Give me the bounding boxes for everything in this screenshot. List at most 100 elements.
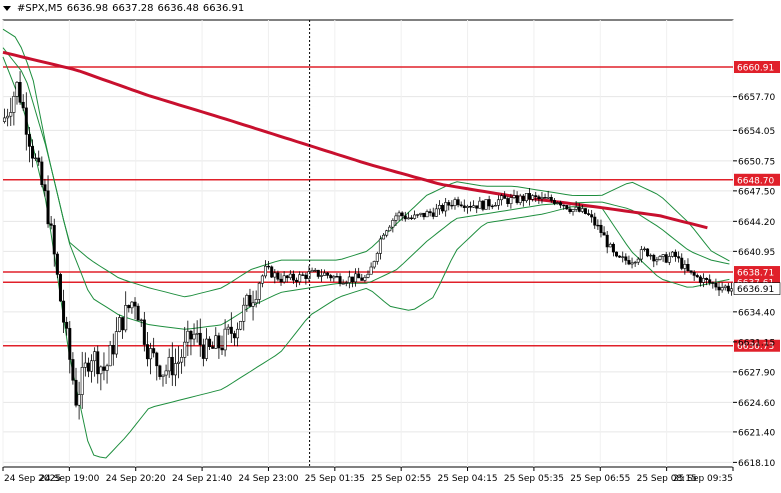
candle-body [705,277,709,280]
dropdown-triangle-icon[interactable] [3,6,11,11]
candle-body [3,117,7,122]
candle-body [130,301,134,309]
candle-body [419,212,423,215]
candle-body [198,332,202,346]
symbol-label: #SPX,M5 [17,3,63,14]
candle-body [428,211,432,214]
x-tick-label: 25 Sep 09:35 [673,474,733,484]
candle-body [496,199,500,206]
candle-body [248,295,252,307]
bollinger-upper-line [2,28,730,298]
level-label: 6660.91 [737,64,774,74]
bollinger-middle-line [2,47,730,330]
candle-body [31,146,35,159]
candle-body [347,276,351,283]
moving-average-line [2,50,708,230]
candle-body [354,273,358,283]
candle-body [434,208,438,217]
candle-body [180,357,184,363]
x-tick-label: 25 Sep 05:35 [504,474,564,484]
price-label-box [733,282,781,295]
candle-body [577,206,581,212]
candle-body [444,202,448,212]
candle-body [71,359,75,381]
candle-body [605,234,609,248]
candle-body [201,344,205,359]
x-tick-label: 25 Sep 06:55 [570,474,630,484]
candle-body [689,270,693,273]
candle-body [512,195,516,198]
candle-body [658,256,662,260]
candle-body [621,256,625,258]
bollinger-lower-line [2,56,730,459]
candle-body [49,223,53,226]
candle-body [441,205,445,212]
candle-body [481,200,485,210]
candle-body [521,195,525,202]
candle-body [630,262,634,265]
candle-body [77,394,81,406]
candle-body [93,351,97,362]
candle-body [413,214,417,219]
level-label: 6638.71 [737,269,774,279]
candle-body [326,272,330,276]
y-tick-label: 6621.40 [738,428,775,438]
candle-body [590,214,594,218]
y-tick-label: 6640.95 [738,248,775,258]
candle-body [301,274,305,276]
candle-body [90,360,94,372]
candle-body [282,275,286,283]
candle-body [316,269,320,277]
candle-body [111,345,115,355]
candle-body [559,202,563,206]
low-value: 6636.48 [157,3,199,14]
x-tick-label: 25 Sep 04:15 [438,474,498,484]
candle-body [646,248,650,257]
candle-body [298,274,302,283]
candle-body [21,101,25,109]
candle-body [279,278,283,283]
x-tick-label: 25 Sep 01:35 [305,474,365,484]
candle-body [642,248,646,251]
chart-header: #SPX,M5 6636.98 6637.28 6636.48 6636.91 [3,3,244,14]
candle-body [378,238,382,254]
candle-body [723,285,727,288]
level-label-box [734,61,780,74]
candle-body [142,319,146,345]
y-tick-label: 6654.05 [738,127,775,137]
candle-body [183,341,187,358]
candle-body [425,211,429,218]
candle-body [43,184,47,192]
candle-body [232,333,236,339]
candle-body [245,295,249,306]
level-label-box [734,173,780,186]
candle-body [6,115,10,119]
candle-body [121,317,125,331]
candle-body [506,198,510,204]
candle-body [307,271,311,279]
candle-body [453,199,457,206]
candle-body [447,202,451,206]
candle-body [65,321,69,329]
candle-body [335,276,339,278]
candle-body [27,134,31,147]
candle-body [674,251,678,257]
candle-body [276,272,280,280]
candle-body [459,204,463,207]
candle-body [633,261,637,264]
candle-body [15,81,19,97]
x-tick-label: 25 Sep 08:15 [637,474,697,484]
candle-body [695,275,699,278]
x-tick-label: 24 Sep 21:40 [172,474,232,484]
candle-body [493,205,497,207]
candle-body [708,279,712,283]
candle-body [546,197,550,199]
candle-body [323,272,327,276]
candle-body [729,288,733,292]
candle-body [462,205,466,208]
level-label: 6630.73 [737,342,774,352]
candle-body [568,208,572,212]
candle-body [465,205,469,208]
